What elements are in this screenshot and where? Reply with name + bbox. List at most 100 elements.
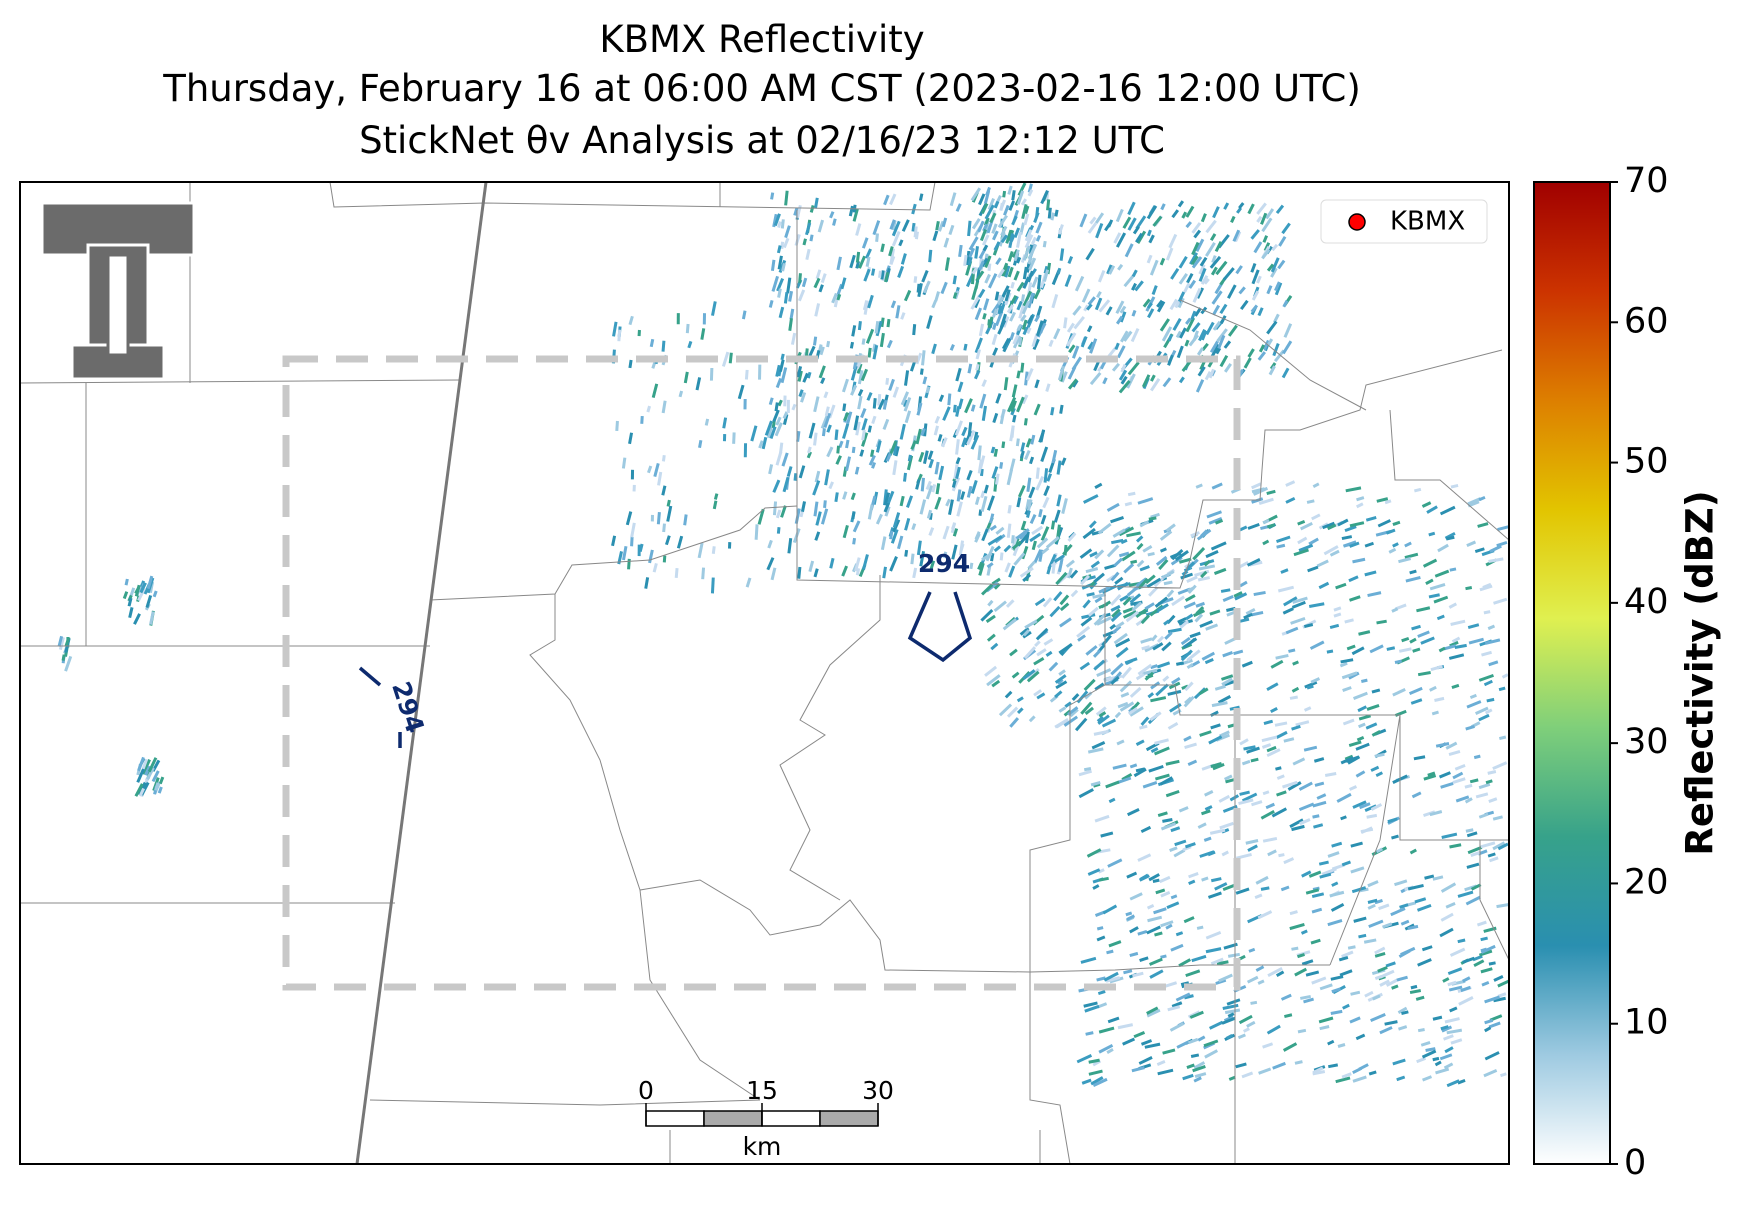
echo <box>1171 1001 1183 1008</box>
echo <box>1353 916 1367 923</box>
echo <box>818 284 824 293</box>
echo <box>1390 907 1406 917</box>
echo <box>1480 944 1496 954</box>
echo <box>1153 907 1167 915</box>
echo <box>1170 943 1184 952</box>
echo <box>1122 607 1134 614</box>
echo <box>1221 1016 1236 1025</box>
echo <box>793 207 799 216</box>
echo <box>134 584 141 597</box>
echo <box>875 513 883 525</box>
echo <box>1134 280 1144 292</box>
echo <box>1087 296 1096 306</box>
echo <box>1297 953 1305 959</box>
echo <box>1329 890 1345 898</box>
echo <box>910 440 917 450</box>
echo <box>1487 852 1496 858</box>
echo <box>841 565 849 577</box>
echo <box>1156 603 1169 613</box>
echo <box>1165 247 1174 261</box>
echo <box>1108 265 1116 275</box>
echo <box>1115 646 1129 659</box>
scale-segment <box>703 1110 763 1127</box>
echo <box>1095 706 1107 716</box>
echo <box>1175 661 1185 666</box>
echo <box>1493 996 1506 1003</box>
echo <box>1071 345 1080 359</box>
echo <box>1146 1006 1159 1015</box>
echo <box>899 495 905 507</box>
echo <box>652 563 658 573</box>
echo <box>1253 241 1263 254</box>
echo <box>1083 304 1089 312</box>
echo <box>1118 551 1130 558</box>
echo <box>1125 610 1140 623</box>
echo <box>974 307 983 321</box>
echo <box>1267 966 1283 978</box>
echo <box>1297 536 1308 545</box>
echo <box>1266 338 1274 347</box>
echo <box>1460 985 1471 993</box>
echo <box>931 343 937 355</box>
echo <box>1340 756 1354 765</box>
echo <box>1098 585 1111 594</box>
echo <box>1142 298 1151 308</box>
echo <box>1108 940 1122 948</box>
echo <box>1391 607 1399 613</box>
echo <box>925 480 932 491</box>
echo <box>1489 1014 1503 1022</box>
echo <box>1177 587 1191 595</box>
echo <box>1262 518 1270 525</box>
echo <box>977 459 983 474</box>
echo <box>1391 984 1399 990</box>
echo <box>1473 754 1481 760</box>
echo <box>814 303 821 317</box>
echo <box>1198 329 1206 342</box>
echo <box>657 471 663 486</box>
echo <box>1454 763 1466 771</box>
echo <box>1195 601 1205 608</box>
echo <box>1488 797 1498 803</box>
echo <box>851 325 857 337</box>
echo <box>986 633 996 642</box>
echo <box>767 424 774 439</box>
echo <box>1035 475 1045 491</box>
echo <box>1379 979 1390 987</box>
echo <box>1135 767 1146 773</box>
echo <box>1087 222 1098 234</box>
echo <box>1084 1004 1100 1013</box>
echo <box>1022 290 1033 307</box>
echo <box>1022 573 1032 582</box>
echo <box>157 786 163 794</box>
echo <box>852 208 859 222</box>
echo <box>780 505 787 518</box>
echo <box>1451 636 1461 644</box>
echo <box>1308 602 1325 608</box>
echo <box>789 308 795 320</box>
echo <box>1007 294 1018 309</box>
echo <box>1435 1067 1450 1075</box>
echo <box>1160 891 1171 898</box>
map-frame <box>19 181 1510 1165</box>
echo <box>1106 502 1120 512</box>
echo <box>1057 557 1064 573</box>
colorbar-tick-label: 50 <box>1624 442 1669 482</box>
echo <box>1141 668 1158 676</box>
echo <box>947 393 952 406</box>
echo <box>875 233 879 242</box>
echo <box>1276 535 1291 543</box>
echo <box>933 425 940 436</box>
echo <box>1034 379 1040 389</box>
echo <box>1089 338 1098 354</box>
echo <box>1497 992 1507 998</box>
echo <box>1088 1058 1100 1064</box>
echo <box>1144 643 1160 653</box>
echo <box>1024 229 1033 242</box>
echo <box>998 703 1013 717</box>
echo <box>1059 594 1070 606</box>
echo <box>1056 460 1062 475</box>
echo <box>1054 674 1067 684</box>
echo <box>1394 659 1402 664</box>
echo <box>912 567 918 579</box>
